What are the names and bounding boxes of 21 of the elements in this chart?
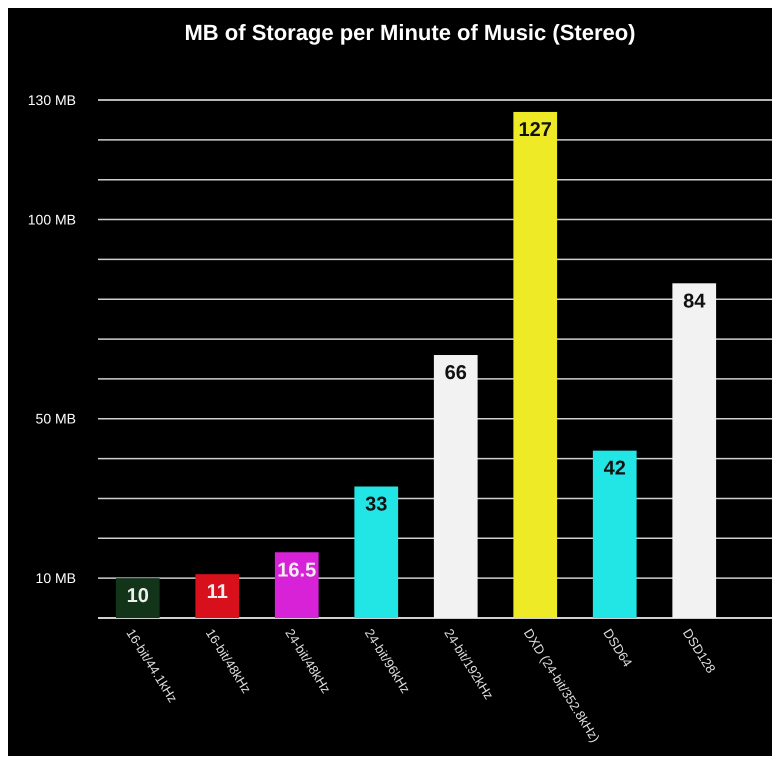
bar [274,552,319,618]
bar [116,578,160,618]
bar [354,486,398,618]
data-label: 10 [126,585,149,608]
data-label: 127 [518,118,552,141]
y-tick-label: 50 MB [36,410,76,427]
bar [434,355,478,618]
data-label: 66 [444,362,467,384]
bar [672,283,716,618]
y-tick-label: 130 MB [28,92,76,108]
data-label: 16.5 [277,559,316,582]
bar [592,450,637,618]
data-label: 11 [206,581,228,604]
bar [513,112,558,618]
y-tick-label: 10 MB [36,570,76,586]
bar [195,574,240,618]
data-label: 84 [683,290,706,312]
data-label: 33 [365,494,388,516]
data-label: 42 [604,458,626,480]
chart-title: MB of Storage per Minute of Music (Stereo) [184,20,636,45]
y-tick-label: 100 MB [28,211,76,228]
